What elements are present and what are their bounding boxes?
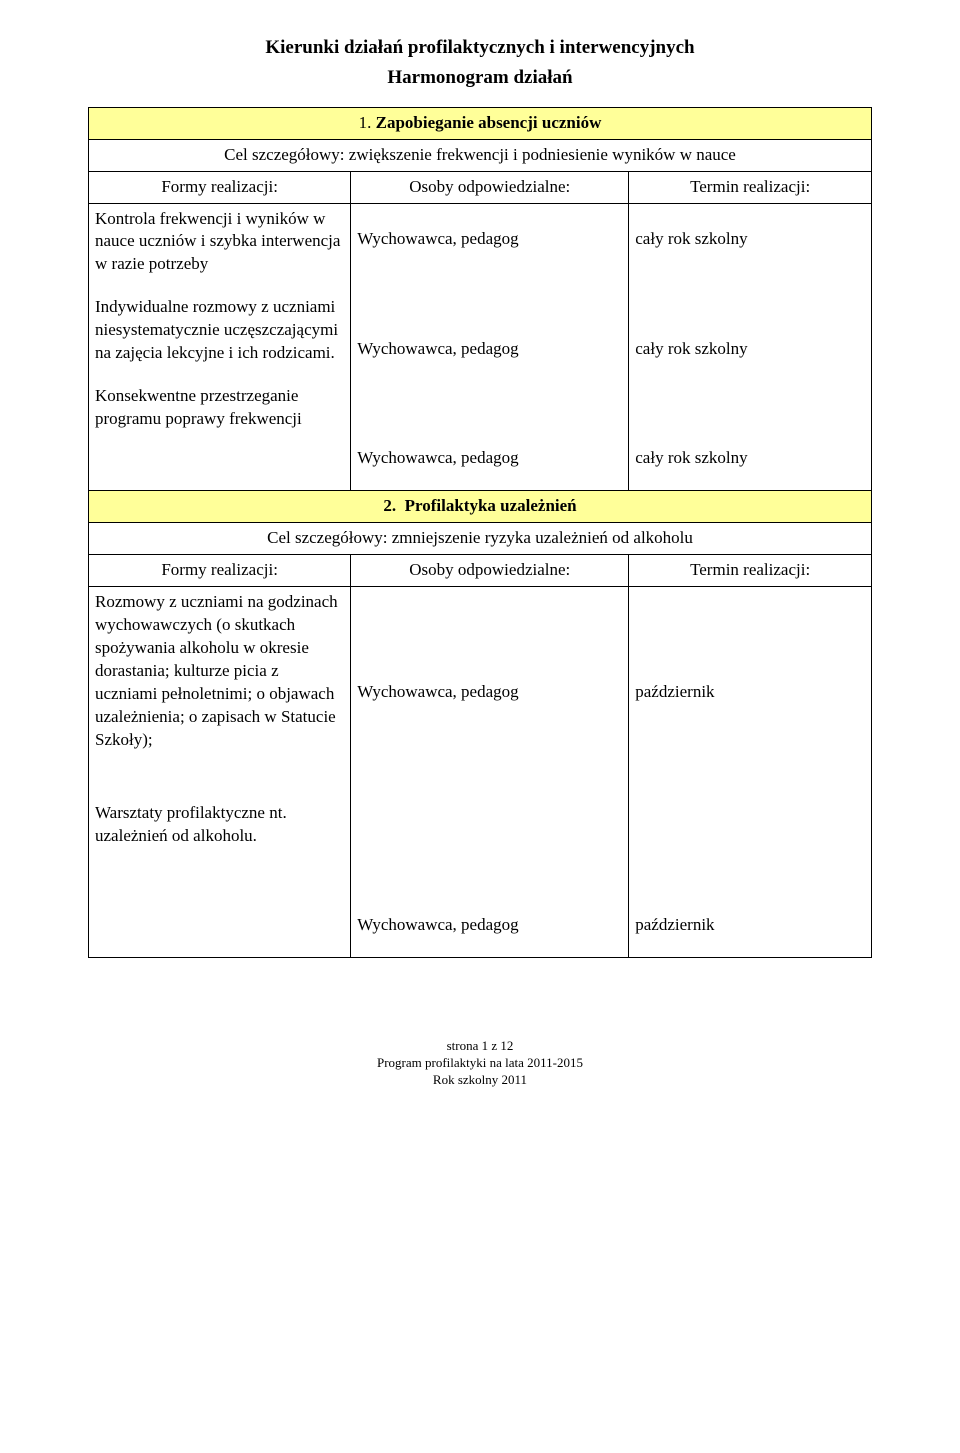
- section1-term-1: cały rok szkolny: [635, 338, 865, 361]
- section2-col-term: Termin realizacji:: [629, 555, 872, 587]
- section2-col-persons: Osoby odpowiedzialne:: [351, 555, 629, 587]
- section1-form-1: Indywidualne rozmowy z uczniami niesyste…: [95, 296, 344, 365]
- section1-col-forms: Formy realizacji:: [89, 171, 351, 203]
- section2-form-0: Rozmowy z uczniami na godzinach wychowaw…: [95, 591, 344, 752]
- section1-header: 1. Zapobieganie absencji uczniów: [89, 107, 872, 139]
- footer-line-2: Program profilaktyki na lata 2011-2015: [88, 1055, 872, 1072]
- section1-term-0: cały rok szkolny: [635, 228, 865, 251]
- section2-heading: Profilaktyka uzależnień: [405, 496, 577, 515]
- section2-term-0: październik: [635, 681, 865, 704]
- section2-header: 2. Profilaktyka uzależnień: [89, 491, 872, 523]
- section2-number: 2.: [383, 496, 396, 515]
- section1-term-2: cały rok szkolny: [635, 447, 865, 470]
- section2-goal: Cel szczegółowy: zmniejszenie ryzyka uza…: [89, 523, 872, 555]
- section2-form-1: Warsztaty profilaktyczne nt. uzależnień …: [95, 802, 344, 848]
- section1-persons-cell: Wychowawca, pedagog Wychowawca, pedagog …: [351, 203, 629, 491]
- section1-person-1: Wychowawca, pedagog: [357, 338, 622, 361]
- footer-line-1: strona 1 z 12: [88, 1038, 872, 1055]
- section1-form-2: Konsekwentne przestrzeganie programu pop…: [95, 385, 344, 431]
- section1-person-0: Wychowawca, pedagog: [357, 228, 622, 251]
- section2-person-0: Wychowawca, pedagog: [357, 681, 622, 704]
- section1-number: 1.: [359, 113, 372, 132]
- section2-terms-cell: październik październik: [629, 587, 872, 958]
- section2-person-1: Wychowawca, pedagog: [357, 914, 622, 937]
- section1-forms-cell: Kontrola frekwencji i wyników w nauce uc…: [89, 203, 351, 491]
- page-footer: strona 1 z 12 Program profilaktyki na la…: [88, 1038, 872, 1089]
- document-title: Kierunki działań profilaktycznych i inte…: [88, 36, 872, 61]
- footer-line-3: Rok szkolny 2011: [88, 1072, 872, 1089]
- section1-form-0: Kontrola frekwencji i wyników w nauce uc…: [95, 208, 344, 277]
- document-subtitle: Harmonogram działań: [88, 67, 872, 89]
- section1-col-persons: Osoby odpowiedzialne:: [351, 171, 629, 203]
- section2-forms-cell: Rozmowy z uczniami na godzinach wychowaw…: [89, 587, 351, 958]
- schedule-table: 1. Zapobieganie absencji uczniów Cel szc…: [88, 107, 872, 958]
- section1-heading: Zapobieganie absencji uczniów: [376, 113, 602, 132]
- section2-persons-cell: Wychowawca, pedagog Wychowawca, pedagog: [351, 587, 629, 958]
- section1-col-term: Termin realizacji:: [629, 171, 872, 203]
- section1-person-2: Wychowawca, pedagog: [357, 447, 622, 470]
- section1-terms-cell: cały rok szkolny cały rok szkolny cały r…: [629, 203, 872, 491]
- section1-goal: Cel szczegółowy: zwiększenie frekwencji …: [89, 139, 872, 171]
- section2-term-1: październik: [635, 914, 865, 937]
- section2-col-forms: Formy realizacji:: [89, 555, 351, 587]
